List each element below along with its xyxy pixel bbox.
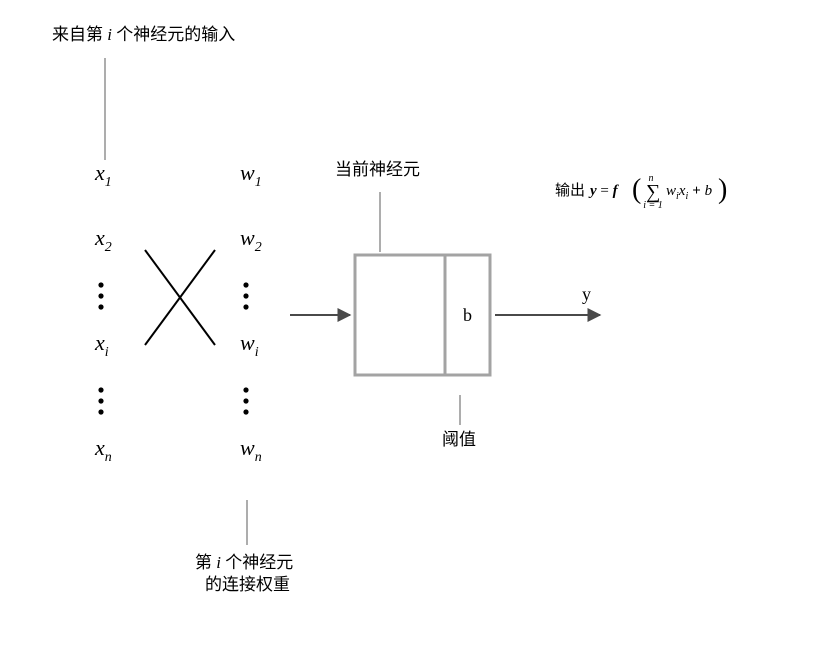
input-var-i: xi bbox=[94, 330, 109, 360]
svg-text:xi: xi bbox=[94, 330, 109, 360]
svg-text:来自第 i 个神经元的输入: 来自第 i 个神经元的输入 bbox=[52, 25, 235, 44]
vdots-icon bbox=[243, 387, 248, 414]
vdots-icon bbox=[98, 387, 103, 414]
svg-text:wi: wi bbox=[240, 330, 259, 360]
svg-text:x2: x2 bbox=[94, 225, 112, 255]
svg-text:wixi + b: wixi + b bbox=[666, 182, 713, 202]
svg-text:的连接权重: 的连接权重 bbox=[205, 575, 290, 594]
svg-text:xn: xn bbox=[94, 435, 112, 465]
annotation-threshold: 阈值 bbox=[442, 430, 476, 449]
svg-text:x1: x1 bbox=[94, 160, 112, 190]
svg-text:w1: w1 bbox=[240, 160, 262, 190]
svg-text:w2: w2 bbox=[240, 225, 262, 255]
svg-text:(: ( bbox=[632, 174, 641, 205]
weight-var-1: w1 bbox=[240, 160, 262, 190]
svg-text:y = f: y = f bbox=[588, 183, 620, 199]
vdots-icon bbox=[98, 282, 103, 309]
input-var-2: x2 bbox=[94, 225, 112, 255]
weight-var-n: wn bbox=[240, 435, 262, 465]
annotation-neuron: 当前神经元 bbox=[335, 160, 420, 179]
bias-label: b bbox=[463, 305, 472, 325]
input-column: x1 x2 xi xn bbox=[94, 160, 112, 465]
weight-var-i: wi bbox=[240, 330, 259, 360]
weight-column: w1 w2 wi wn bbox=[240, 160, 262, 465]
vdots-icon bbox=[243, 282, 248, 309]
output-y-label: y bbox=[582, 284, 591, 304]
svg-text:第 i 个神经元: 第 i 个神经元 bbox=[195, 553, 293, 572]
svg-text:wn: wn bbox=[240, 435, 262, 465]
svg-text:输出: 输出 bbox=[555, 182, 585, 199]
neuron-box: b bbox=[355, 255, 490, 375]
weight-var-2: w2 bbox=[240, 225, 262, 255]
input-var-1: x1 bbox=[94, 160, 112, 190]
output-formula: 输出 y = f(∑ni = 1wixi + b) bbox=[555, 173, 727, 211]
svg-text:): ) bbox=[718, 174, 727, 205]
annotation-weight: 第 i 个神经元的连接权重 bbox=[195, 553, 293, 594]
svg-text:n: n bbox=[649, 173, 654, 184]
svg-text:i = 1: i = 1 bbox=[643, 200, 663, 211]
annotation-input: 来自第 i 个神经元的输入 bbox=[52, 25, 235, 44]
input-var-n: xn bbox=[94, 435, 112, 465]
